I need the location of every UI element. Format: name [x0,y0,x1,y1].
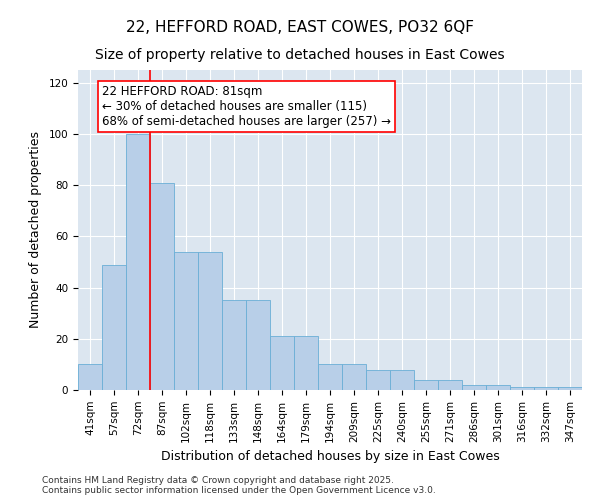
Bar [366,370,390,390]
Bar [486,385,510,390]
Bar [246,300,270,390]
Text: Contains HM Land Registry data © Crown copyright and database right 2025.
Contai: Contains HM Land Registry data © Crown c… [42,476,436,495]
Text: Size of property relative to detached houses in East Cowes: Size of property relative to detached ho… [95,48,505,62]
Bar [174,252,198,390]
Bar [150,182,174,390]
Bar [558,388,582,390]
Bar [294,336,318,390]
Bar [462,385,486,390]
Bar [126,134,150,390]
Bar [270,336,294,390]
Bar [342,364,366,390]
Bar [390,370,414,390]
Bar [78,364,102,390]
Bar [198,252,222,390]
Bar [318,364,342,390]
Bar [414,380,438,390]
Bar [510,388,534,390]
Text: 22 HEFFORD ROAD: 81sqm
← 30% of detached houses are smaller (115)
68% of semi-de: 22 HEFFORD ROAD: 81sqm ← 30% of detached… [102,86,391,128]
Bar [102,264,126,390]
Y-axis label: Number of detached properties: Number of detached properties [29,132,41,328]
Bar [534,388,558,390]
Text: 22, HEFFORD ROAD, EAST COWES, PO32 6QF: 22, HEFFORD ROAD, EAST COWES, PO32 6QF [126,20,474,35]
Bar [438,380,462,390]
Bar [222,300,246,390]
X-axis label: Distribution of detached houses by size in East Cowes: Distribution of detached houses by size … [161,450,499,463]
